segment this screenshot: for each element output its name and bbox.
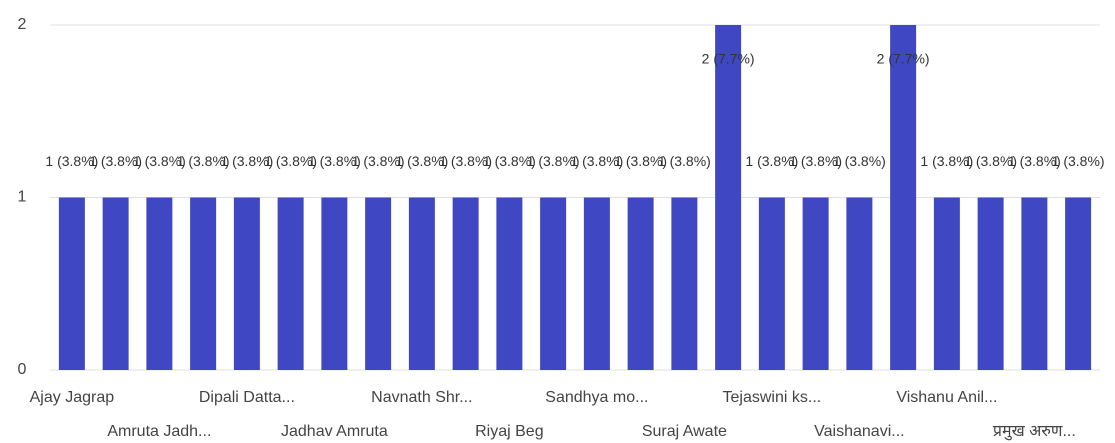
data-label: 1 (3.8%) [483, 153, 536, 169]
data-label: 1 (3.8%) [177, 153, 230, 169]
bar [890, 25, 917, 370]
y-tick-label: 2 [18, 16, 27, 33]
bar [540, 197, 567, 370]
x-tick-label: Suraj Awate [642, 423, 727, 440]
data-label: 1 (3.8%) [220, 153, 273, 169]
data-label: 1 (3.8%) [1052, 153, 1105, 169]
bar [365, 197, 392, 370]
data-label: 1 (3.8%) [920, 153, 973, 169]
bar [146, 197, 173, 370]
data-label: 1 (3.8%) [789, 153, 842, 169]
data-label: 1 (3.8%) [833, 153, 886, 169]
bar [496, 197, 523, 370]
bar [102, 197, 129, 370]
bar [977, 197, 1004, 370]
x-tick-label: Riyaj Beg [475, 423, 543, 440]
x-tick-label: Dipali Datta... [199, 389, 295, 406]
x-tick-label: Vishanu Anil... [896, 389, 997, 406]
data-label: 1 (3.8%) [964, 153, 1017, 169]
y-tick-label: 1 [18, 189, 27, 206]
bar [1021, 197, 1048, 370]
data-label: 1 (3.8%) [264, 153, 317, 169]
data-label: 1 (3.8%) [395, 153, 448, 169]
data-label: 1 (3.8%) [89, 153, 142, 169]
bar [408, 197, 435, 370]
x-tick-label: Navnath Shr... [371, 389, 472, 406]
x-tick-label: Tejaswini ks... [723, 389, 822, 406]
data-label: 2 (7.7%) [877, 51, 930, 67]
bar [627, 197, 654, 370]
bar [933, 197, 960, 370]
x-tick-label: Amruta Jadh... [107, 423, 211, 440]
bar [846, 197, 873, 370]
x-tick-label: प्रमुख अरुण... [993, 423, 1076, 441]
x-tick-label: Jadhav Amruta [281, 423, 388, 440]
data-label: 1 (3.8%) [1008, 153, 1061, 169]
y-tick-label: 0 [18, 361, 27, 378]
data-label: 1 (3.8%) [527, 153, 580, 169]
bar [802, 197, 829, 370]
bar [1065, 197, 1092, 370]
bar [58, 197, 85, 370]
data-label: 1 (3.8%) [133, 153, 186, 169]
bar [190, 197, 217, 370]
data-label: 1 (3.8%) [658, 153, 711, 169]
bar [233, 197, 260, 370]
data-label: 1 (3.8%) [439, 153, 492, 169]
x-tick-label: Vaishanavi... [814, 423, 904, 440]
data-label: 2 (7.7%) [702, 51, 755, 67]
data-label: 1 (3.8%) [614, 153, 667, 169]
bar [715, 25, 742, 370]
bar [671, 197, 698, 370]
data-label: 1 (3.8%) [570, 153, 623, 169]
bar [321, 197, 348, 370]
bar [277, 197, 304, 370]
bar [583, 197, 610, 370]
x-tick-label: Sandhya mo... [545, 389, 648, 406]
bar [758, 197, 785, 370]
data-label: 1 (3.8%) [352, 153, 405, 169]
bar [452, 197, 479, 370]
data-label: 1 (3.8%) [308, 153, 361, 169]
data-label: 1 (3.8%) [745, 153, 798, 169]
x-tick-label: Ajay Jagrap [30, 389, 115, 406]
data-label: 1 (3.8%) [45, 153, 98, 169]
